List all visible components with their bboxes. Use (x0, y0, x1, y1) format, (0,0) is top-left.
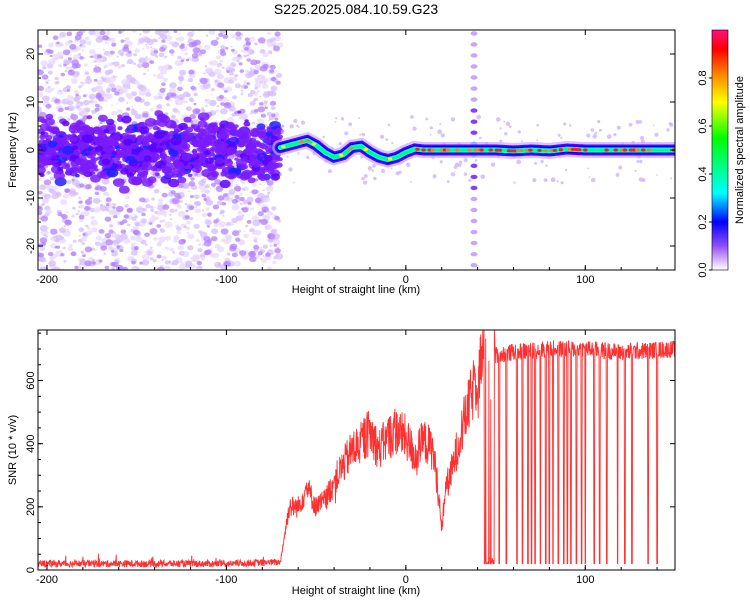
snr-y-tick-label: 600 (25, 371, 37, 389)
snr-x-tick-label: -100 (215, 574, 237, 586)
snr-axes: -200 -100 0 100 0 200 400 600 (25, 329, 676, 586)
snr-y-tick-label: 200 (25, 498, 37, 516)
snr-line (38, 330, 675, 569)
snr-y-tick-label: 400 (25, 435, 37, 453)
figure-title: S225.2025.084.10.59.G23 (274, 1, 438, 17)
colorbar-tick-label: 0.0 (697, 262, 709, 277)
spectrogram-y-tick-label: 10 (25, 96, 37, 108)
colorbar: 0.0 0.2 0.4 0.6 0.8 Normalized spectral ampl… (697, 29, 746, 278)
spectrogram-y-tick-label: 20 (25, 48, 37, 60)
spectrogram-ylabel: Frequency (Hz) (7, 112, 19, 188)
snr-xlabel: Height of straight line (km) (292, 585, 420, 597)
colorbar-tick-label: 0.2 (697, 214, 709, 229)
spectrogram-x-tick-label: 0 (403, 274, 409, 286)
spectrogram-x-tick-label: 100 (576, 274, 594, 286)
snr-x-tick-label: 100 (576, 574, 594, 586)
spectrogram-x-tick-label: -200 (36, 274, 58, 286)
colorbar-tick-label: 0.6 (697, 118, 709, 133)
spectrogram-xlabel: Height of straight line (km) (292, 284, 420, 296)
snr-panel: -200 -100 0 100 0 200 400 600 Height of straigh… (7, 329, 676, 597)
snr-x-tick-label: -200 (36, 574, 58, 586)
snr-x-tick-label: 0 (403, 574, 409, 586)
snr-series (38, 330, 675, 569)
colorbar-label: Normalized spectral amplitude (734, 76, 746, 224)
spectrogram-heatmap (38, 30, 675, 270)
colorbar-tick-label: 0.4 (697, 166, 709, 181)
spectrogram-y-tick-label: -20 (25, 238, 37, 254)
snr-ylabel: SNR (10 * v/v) (7, 415, 19, 485)
snr-frame (37, 329, 676, 571)
colorbar-tick-label: 0.8 (697, 70, 709, 85)
colorbar-gradient (712, 30, 728, 270)
spectrogram-noise (38, 30, 675, 270)
spectrogram-ridge (272, 131, 675, 168)
spectrogram-x-tick-label: -100 (215, 274, 237, 286)
snr-y-tick-label: 0 (25, 567, 37, 573)
colorbar-ticks: 0.0 0.2 0.4 0.6 0.8 (697, 29, 729, 278)
spectrogram-y-tick-label: 0 (25, 147, 37, 153)
spectrogram-y-tick-label: -10 (25, 190, 37, 206)
